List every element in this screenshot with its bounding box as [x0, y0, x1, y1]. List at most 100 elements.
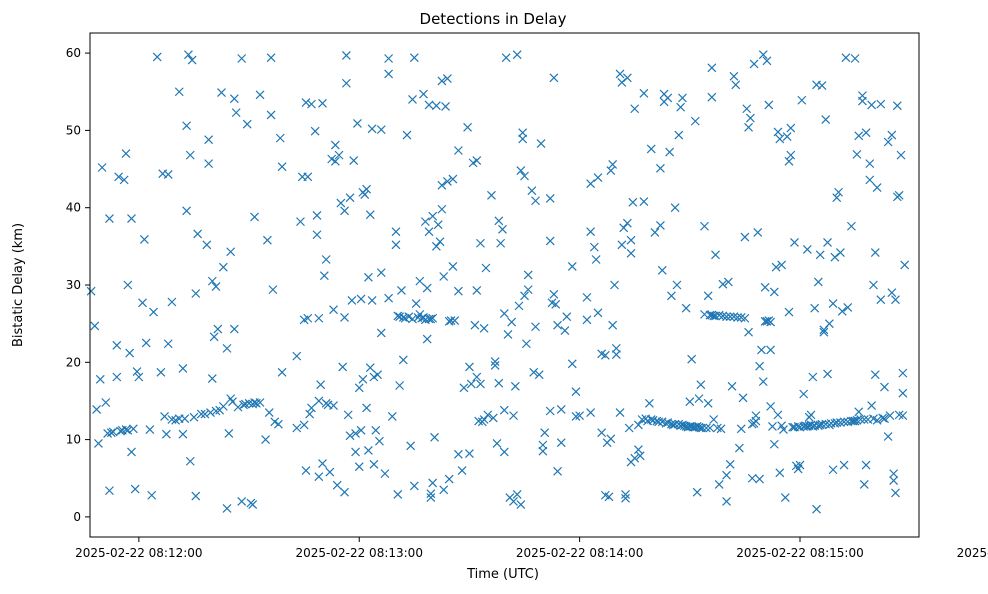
- data-point: [799, 389, 809, 399]
- data-point: [341, 78, 351, 88]
- data-point: [611, 343, 621, 353]
- data-point: [161, 429, 171, 439]
- data-point: [738, 393, 748, 403]
- data-point: [343, 410, 353, 420]
- data-point: [367, 296, 377, 305]
- chart-title: Detections in Delay: [420, 10, 567, 28]
- data-point: [615, 408, 625, 417]
- data-point: [841, 53, 851, 63]
- data-point: [200, 409, 210, 419]
- data-point: [185, 456, 195, 466]
- data-point: [160, 411, 169, 421]
- data-point: [802, 245, 812, 254]
- data-point: [196, 409, 206, 419]
- y-axis: 0 10 20 30 40 50 60: [66, 46, 90, 524]
- data-point: [457, 466, 467, 475]
- data-point: [424, 227, 434, 237]
- data-point: [347, 296, 357, 305]
- data-point: [266, 110, 276, 120]
- data-point: [740, 313, 750, 323]
- data-point: [810, 303, 820, 313]
- data-point: [839, 460, 849, 470]
- data-point: [678, 93, 687, 103]
- data-point: [314, 313, 324, 323]
- data-point: [474, 416, 484, 426]
- data-point: [444, 474, 454, 484]
- x-tick-label: 2025-02-22 08:14:00: [516, 546, 643, 560]
- data-point: [426, 493, 436, 503]
- data-point: [859, 480, 869, 489]
- data-point: [672, 280, 682, 290]
- data-point: [422, 334, 432, 344]
- data-point: [725, 459, 735, 469]
- data-point: [514, 301, 524, 311]
- data-point: [224, 428, 234, 438]
- data-point: [891, 295, 900, 305]
- data-point: [202, 240, 212, 250]
- data-point: [529, 367, 539, 377]
- data-point: [832, 418, 842, 428]
- data-point: [367, 124, 377, 134]
- data-point: [299, 420, 309, 430]
- data-point: [204, 135, 214, 145]
- data-point: [431, 101, 441, 111]
- data-point: [510, 381, 520, 391]
- data-point: [813, 277, 823, 287]
- data-point: [712, 423, 722, 433]
- data-point: [615, 69, 625, 79]
- data-point: [690, 116, 700, 126]
- data-point: [843, 302, 853, 312]
- data-point: [742, 104, 752, 114]
- data-point: [316, 380, 326, 390]
- data-point: [832, 193, 842, 203]
- data-point: [341, 50, 351, 60]
- data-point: [597, 428, 607, 438]
- data-point: [431, 241, 441, 251]
- data-point: [380, 469, 390, 479]
- data-point: [703, 291, 713, 301]
- data-point: [784, 307, 794, 317]
- data-point: [775, 468, 785, 478]
- data-point: [442, 74, 452, 84]
- data-point: [621, 493, 630, 503]
- data-point: [725, 312, 735, 322]
- data-point: [424, 314, 434, 324]
- data-point: [453, 449, 463, 459]
- data-point: [768, 422, 777, 431]
- data-point: [211, 406, 221, 416]
- data-point: [731, 80, 741, 90]
- data-point: [644, 398, 654, 408]
- data-point: [496, 238, 506, 248]
- data-point: [156, 367, 166, 377]
- data-point: [883, 432, 893, 441]
- data-point: [520, 291, 529, 301]
- data-point: [703, 398, 713, 408]
- data-point: [479, 415, 489, 424]
- data-point: [633, 420, 643, 430]
- data-point: [453, 286, 463, 296]
- data-point: [892, 101, 902, 111]
- data-point: [97, 163, 107, 172]
- y-axis-label: Bistatic Delay (km): [11, 223, 26, 347]
- data-point: [141, 338, 151, 348]
- data-point: [593, 308, 603, 318]
- data-point: [687, 354, 697, 364]
- data-point: [685, 397, 695, 407]
- data-point: [711, 250, 720, 260]
- data-point: [755, 361, 765, 371]
- data-point: [408, 95, 417, 104]
- data-point: [182, 206, 192, 216]
- data-point: [867, 401, 877, 411]
- data-point: [538, 440, 548, 450]
- data-point: [887, 130, 897, 140]
- data-point: [898, 368, 908, 378]
- data-point: [870, 370, 880, 380]
- data-point: [518, 134, 528, 144]
- data-point: [889, 476, 899, 485]
- data-point: [753, 228, 763, 237]
- data-point: [472, 156, 482, 165]
- data-point: [435, 237, 445, 247]
- data-point: [611, 350, 621, 359]
- y-tick-label: 60: [66, 46, 81, 60]
